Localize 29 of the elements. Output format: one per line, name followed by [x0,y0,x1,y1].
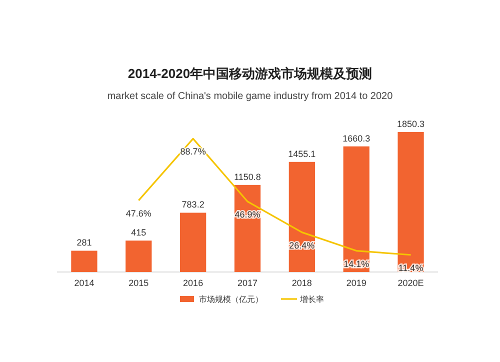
data-label: 1660.3 [342,133,370,144]
data-label: 26.4% [289,240,315,250]
x-tick-label: 2019 [346,278,366,288]
data-label: 415 [131,228,146,238]
data-label: 783.2 [182,200,204,210]
bar [288,162,315,272]
data-label: 281 [76,238,92,248]
data-label: 47.6% [126,208,152,218]
legend-label: 市场规模（亿元） [199,295,263,304]
chart-subtitle: market scale of China's mobile game industry from 2014 to 2020 [107,91,394,102]
x-tick-label: 2015 [128,278,149,288]
data-label: 11.4% [398,262,424,273]
x-tick-label: 2020E [398,278,424,288]
data-label: 14.1% [344,258,370,269]
x-tick-label: 2017 [237,278,258,288]
data-label: 1455.1 [288,148,316,159]
x-tick-label: 2016 [183,278,204,288]
data-label: 1150.8 [234,172,261,182]
bar [126,240,152,272]
legend-label: 增长率 [299,295,324,304]
x-tick-label: 2014 [74,278,94,288]
bar [180,212,206,272]
bar [398,132,424,272]
data-label: 46.9% [234,210,260,220]
data-label: 1850.3 [397,119,425,129]
x-tick-label: 2018 [292,278,312,288]
bar [343,146,370,272]
bar [71,250,98,272]
chart-title: 2014-2020年中国移动游戏市场规模及预测 [128,66,372,81]
